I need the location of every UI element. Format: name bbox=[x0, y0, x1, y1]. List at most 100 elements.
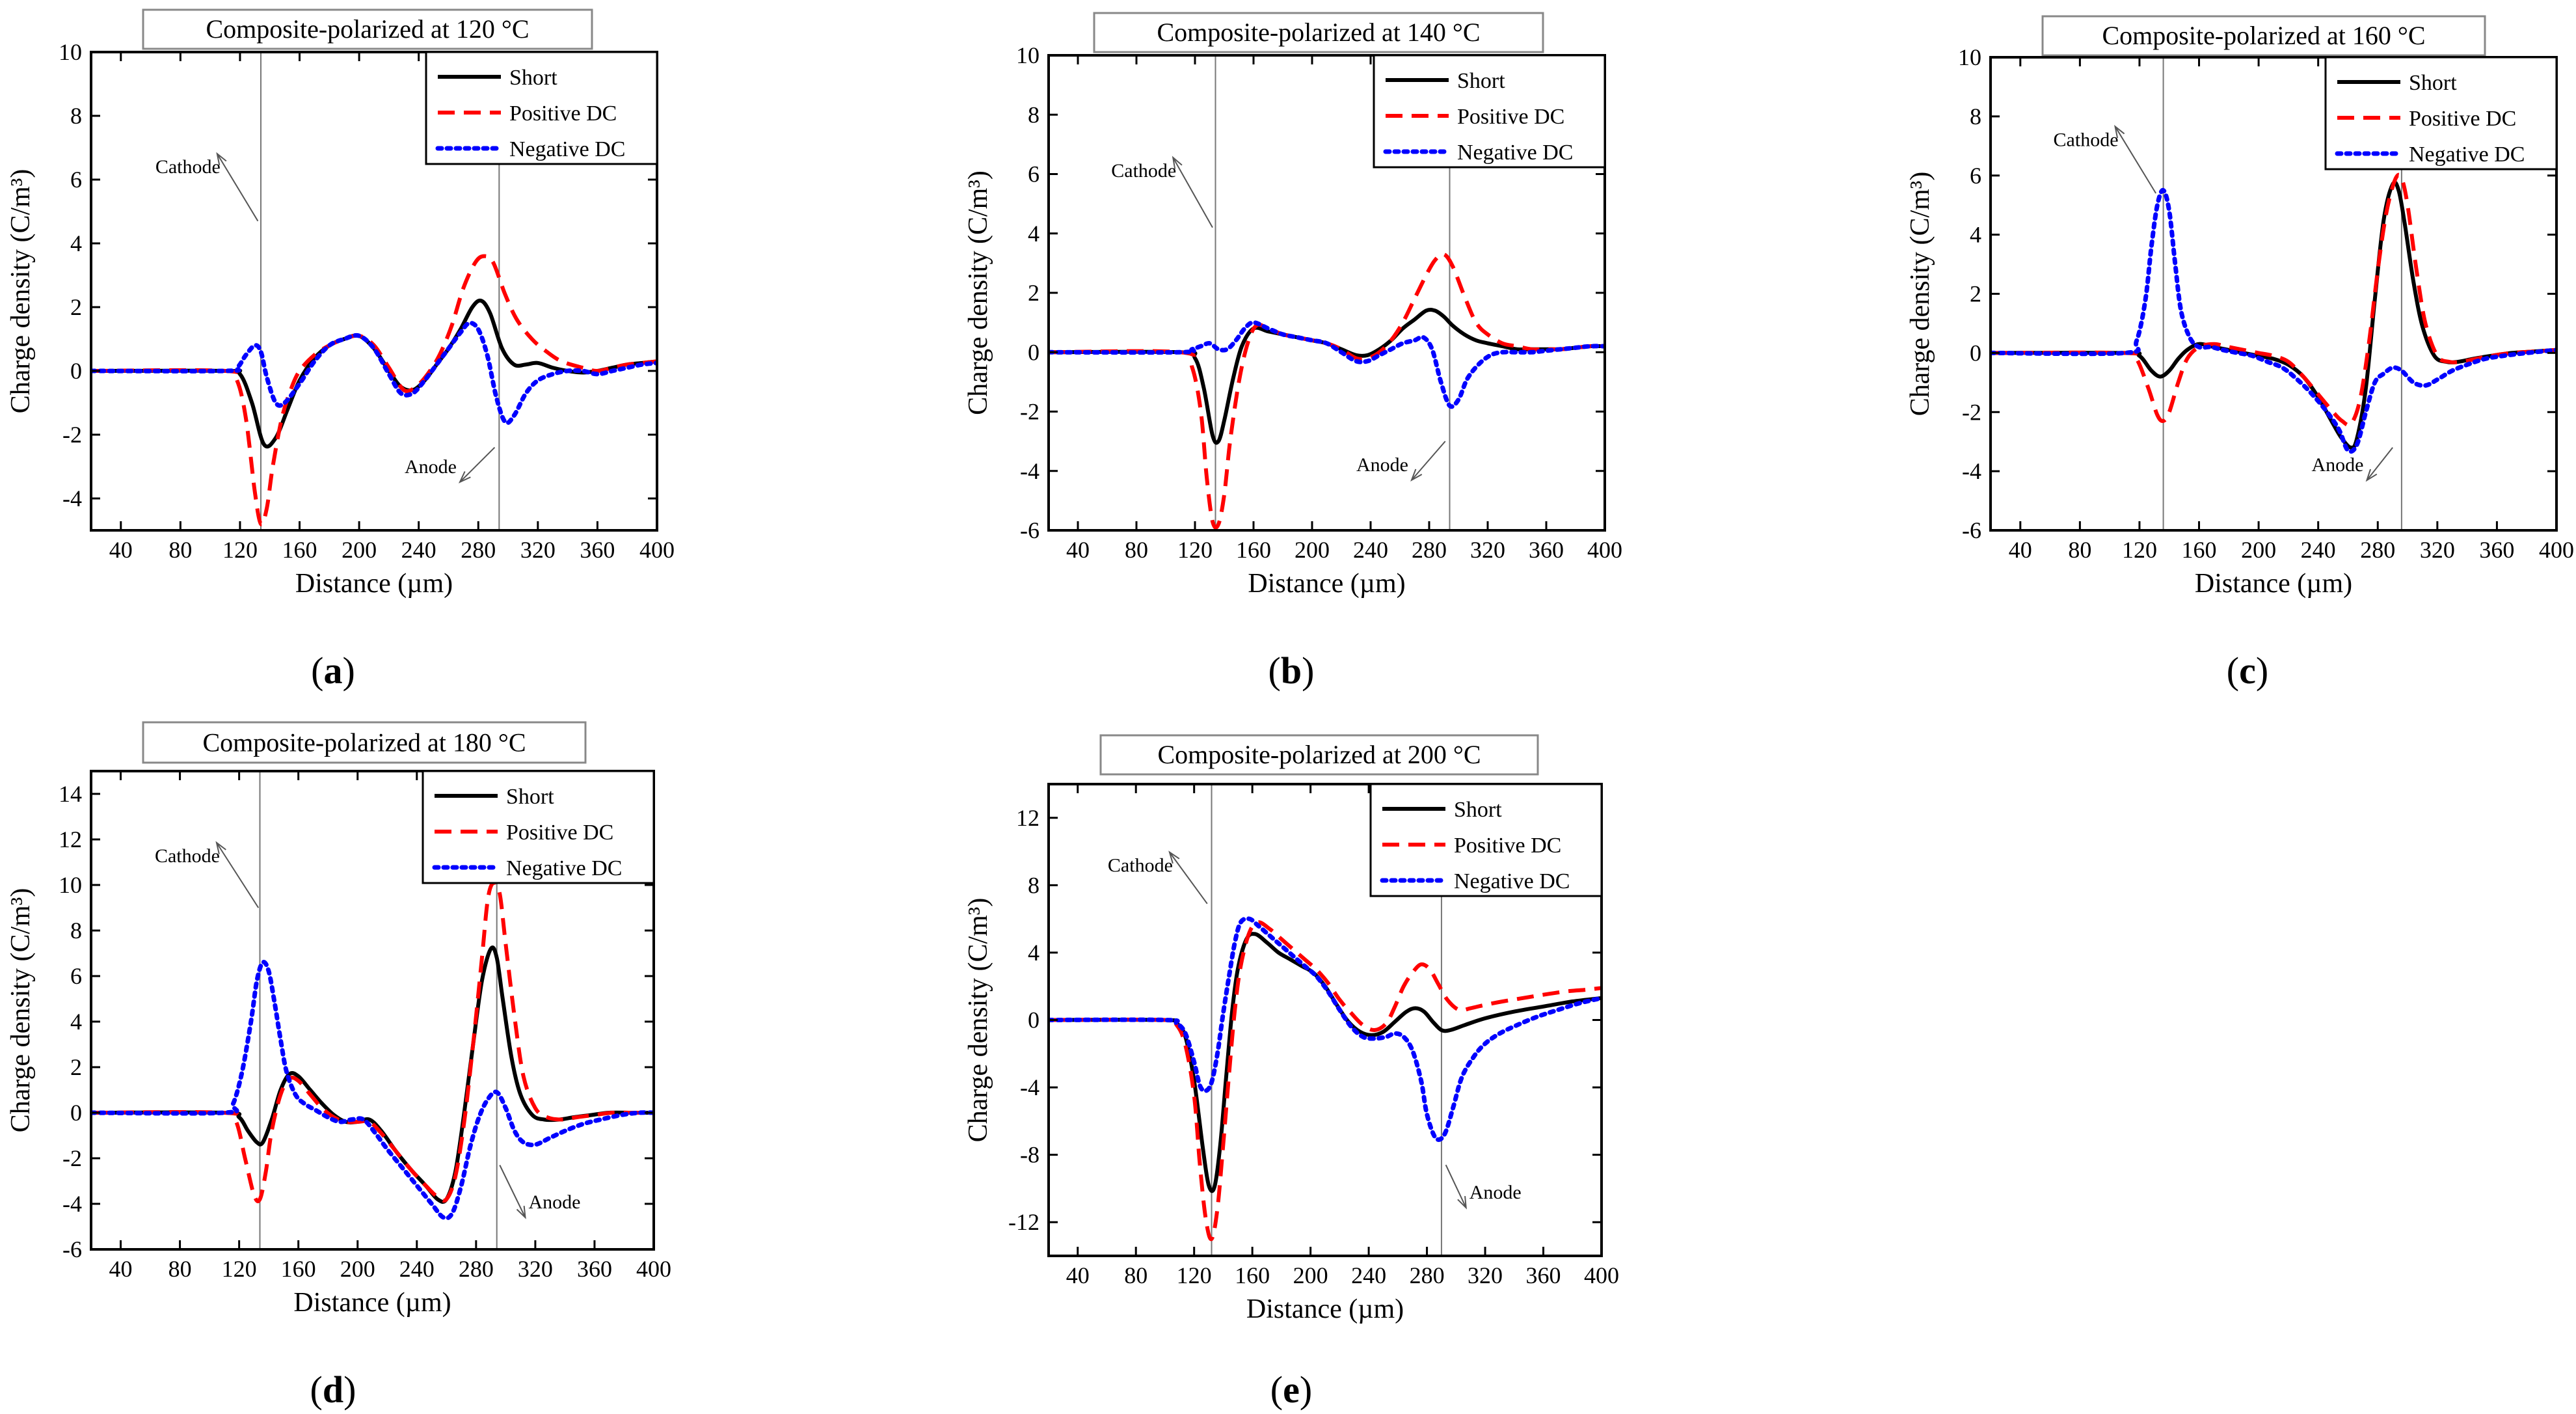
y-tick-label: 10 bbox=[59, 872, 82, 898]
panel-title: Composite-polarized at 140 °C bbox=[1157, 18, 1480, 47]
y-tick-label: 10 bbox=[1016, 42, 1040, 68]
x-tick-label: 160 bbox=[2182, 537, 2217, 563]
y-tick-label: -4 bbox=[1020, 1074, 1040, 1100]
cathode-annotation: Cathode bbox=[1111, 160, 1176, 182]
panel-title-box bbox=[2041, 15, 2486, 57]
x-tick-label: 360 bbox=[580, 537, 615, 563]
y-tick-label: -6 bbox=[1962, 517, 1981, 543]
legend-box bbox=[425, 51, 658, 165]
panel-title: Composite-polarized at 160 °C bbox=[2102, 21, 2425, 50]
anode-annotation-arrowhead bbox=[1410, 469, 1423, 482]
anode-annotation-line bbox=[499, 1165, 526, 1218]
y-tick-label: 10 bbox=[59, 39, 82, 65]
x-axis-title: Distance (µm) bbox=[1246, 1294, 1404, 1324]
legend-label: Positive DC bbox=[1454, 834, 1561, 858]
panel-c: Composite-polarized at 160 °C 40 80 120 160 2… bbox=[1905, 15, 2574, 692]
x-tick-label: 80 bbox=[1125, 537, 1148, 563]
legend-label: Positive DC bbox=[2409, 107, 2516, 131]
y-tick-label: 0 bbox=[1028, 339, 1040, 365]
y-tick-label: -12 bbox=[1008, 1209, 1040, 1235]
y-tick-label: 0 bbox=[1028, 1007, 1040, 1033]
anode-annotation-arrowhead bbox=[2365, 469, 2378, 482]
legend-label: Short bbox=[2409, 71, 2457, 95]
x-tick-label: 40 bbox=[1066, 1262, 1090, 1288]
cathode-annotation-arrowhead bbox=[2114, 124, 2125, 139]
y-tick-label: -4 bbox=[1020, 458, 1040, 484]
x-tick-label: 240 bbox=[2301, 537, 2336, 563]
x-tick-label: 320 bbox=[1470, 537, 1505, 563]
series-line-negative-dc bbox=[91, 320, 657, 426]
panel-label-letter: d bbox=[323, 1368, 343, 1411]
y-tick-label: -2 bbox=[1962, 399, 1981, 425]
x-tick-label: 160 bbox=[1235, 1262, 1270, 1288]
anode-annotation-arrowhead bbox=[516, 1205, 526, 1219]
plot-frame bbox=[90, 770, 655, 1251]
panel-title-box bbox=[1099, 734, 1539, 776]
anode-annotation: Anode bbox=[1469, 1182, 1522, 1203]
panel-label: (a) bbox=[311, 649, 355, 692]
x-tick-label: 320 bbox=[520, 537, 556, 563]
x-tick-label: 40 bbox=[2009, 537, 2032, 563]
legend-label: Negative DC bbox=[1454, 869, 1570, 893]
x-tick-label: 80 bbox=[168, 1256, 192, 1282]
x-tick-label: 280 bbox=[1410, 1262, 1445, 1288]
x-tick-label: 200 bbox=[2241, 537, 2276, 563]
x-axis-title: Distance (µm) bbox=[293, 1288, 451, 1318]
series-line-positive-dc bbox=[91, 254, 657, 526]
y-tick-label: 14 bbox=[59, 781, 82, 807]
panel-label-letter: c bbox=[2239, 649, 2256, 692]
x-tick-label: 280 bbox=[461, 537, 496, 563]
panel-d: Composite-polarized at 180 °C40 80 120 160 2… bbox=[6, 721, 671, 1411]
y-tick-label: 4 bbox=[70, 1009, 82, 1035]
y-tick-label: 6 bbox=[70, 167, 82, 193]
cathode-annotation-line bbox=[1172, 157, 1213, 228]
x-tick-label: 320 bbox=[1468, 1262, 1503, 1288]
y-tick-label: 2 bbox=[1970, 281, 1981, 307]
x-tick-label: 120 bbox=[2122, 537, 2157, 563]
legend-box bbox=[1373, 54, 1606, 169]
cathode-annotation-arrowhead bbox=[1172, 156, 1183, 169]
legend-label: Negative DC bbox=[509, 137, 625, 161]
x-tick-label: 160 bbox=[282, 537, 317, 563]
y-tick-label: -6 bbox=[62, 1236, 82, 1262]
x-tick-label: 160 bbox=[281, 1256, 316, 1282]
y-axis-title: Charge density (C/m³) bbox=[963, 170, 993, 415]
y-tick-label: 8 bbox=[1028, 102, 1040, 128]
cathode-annotation-line bbox=[2114, 126, 2156, 194]
series-line-negative-dc bbox=[1049, 320, 1605, 409]
legend-box bbox=[1369, 783, 1603, 897]
x-tick-label: 400 bbox=[636, 1256, 671, 1282]
legend-label: Short bbox=[1457, 69, 1505, 93]
x-tick-label: 360 bbox=[577, 1256, 612, 1282]
legend-label: Positive DC bbox=[506, 821, 613, 845]
y-axis-title: Charge density (C/m³) bbox=[1905, 172, 1935, 416]
y-tick-label: -6 bbox=[1020, 517, 1040, 543]
x-tick-label: 40 bbox=[109, 537, 133, 563]
panel-title: Composite-polarized at 180 °C bbox=[202, 728, 526, 757]
x-tick-label: 360 bbox=[2479, 537, 2514, 563]
y-tick-label: 2 bbox=[70, 1054, 82, 1080]
x-tick-label: 80 bbox=[1124, 1262, 1147, 1288]
y-tick-label: 6 bbox=[1028, 161, 1040, 187]
series-line-positive-dc bbox=[1049, 252, 1605, 530]
series-line-short bbox=[1049, 307, 1605, 445]
y-tick-label: 12 bbox=[1016, 805, 1040, 831]
x-tick-label: 360 bbox=[1529, 537, 1564, 563]
panel-title: Composite-polarized at 200 °C bbox=[1157, 740, 1481, 769]
x-tick-label: 80 bbox=[2068, 537, 2091, 563]
y-tick-label: 4 bbox=[1028, 940, 1040, 966]
anode-annotation-line bbox=[1411, 441, 1446, 481]
y-tick-label: 8 bbox=[1970, 103, 1981, 129]
anode-annotation: Anode bbox=[2311, 454, 2363, 476]
x-tick-label: 280 bbox=[459, 1256, 494, 1282]
y-tick-label: 0 bbox=[70, 1100, 82, 1126]
cathode-annotation-line bbox=[216, 842, 260, 908]
x-tick-label: 320 bbox=[518, 1256, 553, 1282]
x-tick-label: 40 bbox=[109, 1256, 133, 1282]
x-tick-label: 200 bbox=[342, 537, 377, 563]
x-tick-label: 400 bbox=[2539, 537, 2574, 563]
y-tick-label: 12 bbox=[59, 826, 82, 852]
y-tick-label: 4 bbox=[1028, 221, 1040, 247]
